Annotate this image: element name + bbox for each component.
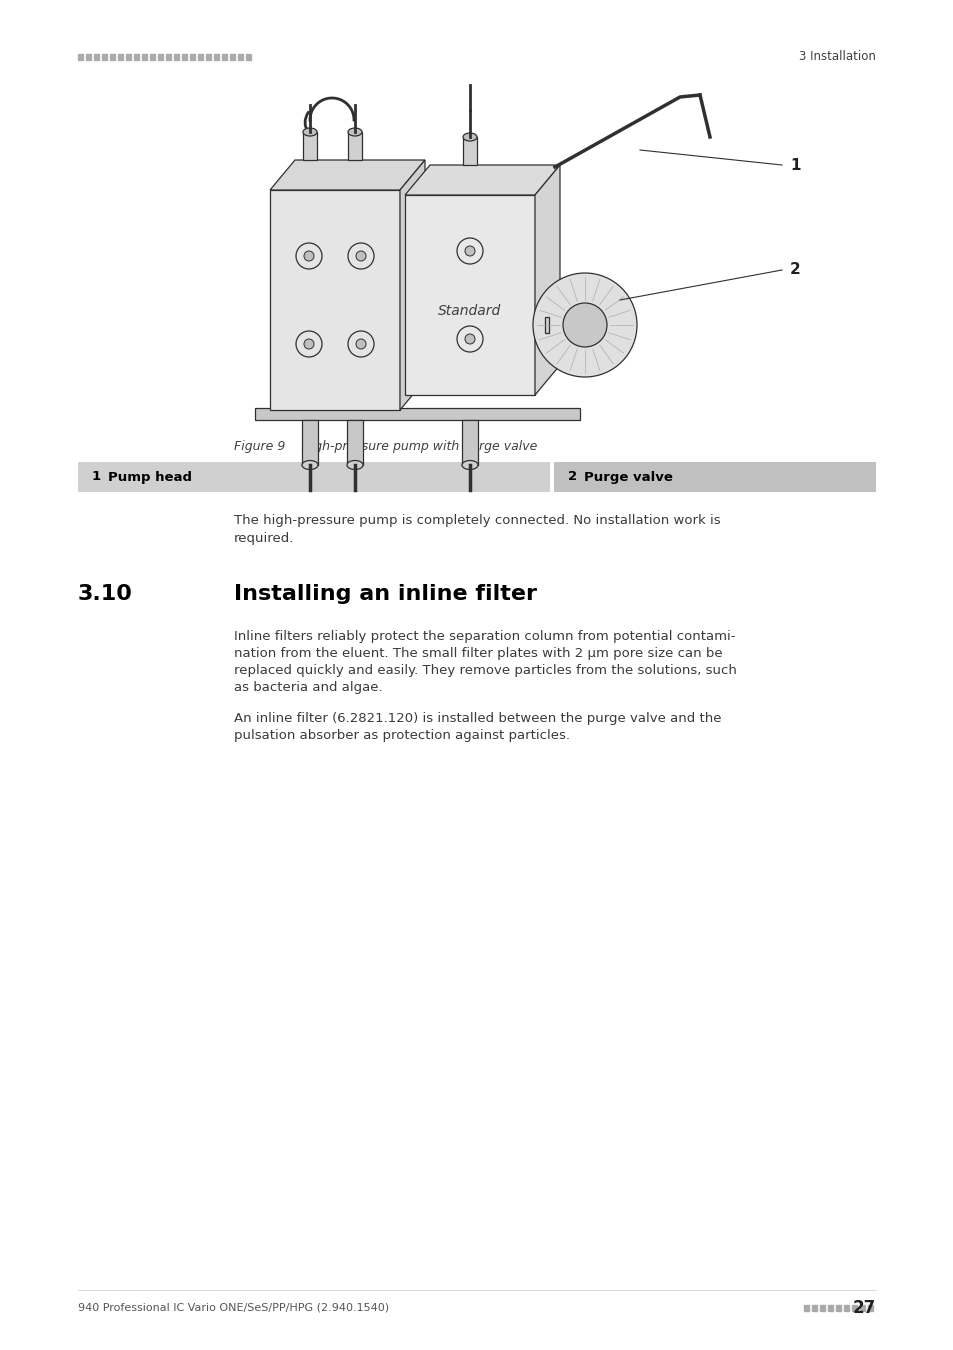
Bar <box>347 420 363 464</box>
Circle shape <box>355 251 366 261</box>
Bar <box>237 54 243 59</box>
Ellipse shape <box>462 134 476 140</box>
Polygon shape <box>399 161 424 410</box>
Text: An inline filter (6.2821.120) is installed between the purge valve and the: An inline filter (6.2821.120) is install… <box>233 711 720 725</box>
Bar <box>78 54 83 59</box>
Text: replaced quickly and easily. They remove particles from the solutions, such: replaced quickly and easily. They remove… <box>233 664 736 676</box>
Bar <box>254 408 579 420</box>
Bar <box>303 132 316 161</box>
Bar <box>827 1305 832 1311</box>
Text: 3.10: 3.10 <box>78 585 132 603</box>
Bar <box>78 462 550 491</box>
Bar <box>206 54 211 59</box>
Bar <box>851 1305 856 1311</box>
Text: Inline filters reliably protect the separation column from potential contami-: Inline filters reliably protect the sepa… <box>233 630 735 643</box>
Bar <box>198 54 203 59</box>
Text: 1: 1 <box>789 158 800 173</box>
Bar <box>158 54 163 59</box>
Circle shape <box>355 339 366 350</box>
Bar <box>182 54 187 59</box>
Bar <box>94 54 99 59</box>
Bar <box>835 1305 841 1311</box>
Circle shape <box>533 273 637 377</box>
Bar <box>843 1305 848 1311</box>
Polygon shape <box>270 161 424 190</box>
Bar <box>302 420 317 464</box>
Bar <box>859 1305 864 1311</box>
Bar <box>166 54 171 59</box>
Bar <box>102 54 107 59</box>
Circle shape <box>304 339 314 350</box>
Text: Installing an inline filter: Installing an inline filter <box>233 585 537 603</box>
Text: 1: 1 <box>91 471 101 483</box>
Text: The high-pressure pump is completely connected. No installation work is: The high-pressure pump is completely con… <box>233 514 720 526</box>
Bar <box>190 54 194 59</box>
Bar <box>820 1305 824 1311</box>
Bar <box>246 54 251 59</box>
Circle shape <box>562 302 606 347</box>
Polygon shape <box>405 165 559 194</box>
Circle shape <box>464 333 475 344</box>
Text: 940 Professional IC Vario ONE/SeS/PP/HPG (2.940.1540): 940 Professional IC Vario ONE/SeS/PP/HPG… <box>78 1303 389 1314</box>
Bar <box>142 54 147 59</box>
Text: Figure 9    High-pressure pump with purge valve: Figure 9 High-pressure pump with purge v… <box>233 440 537 454</box>
Bar <box>461 420 477 464</box>
Text: required.: required. <box>233 532 294 545</box>
Circle shape <box>304 251 314 261</box>
Bar <box>86 54 91 59</box>
Bar <box>150 54 154 59</box>
Ellipse shape <box>348 128 361 136</box>
Bar <box>222 54 227 59</box>
Ellipse shape <box>461 460 477 470</box>
Text: 2: 2 <box>789 262 800 278</box>
Text: 27: 27 <box>852 1299 875 1318</box>
Bar <box>230 54 234 59</box>
Bar <box>811 1305 816 1311</box>
Text: Standard: Standard <box>438 304 501 319</box>
Polygon shape <box>535 165 559 396</box>
Text: Purge valve: Purge valve <box>583 471 672 483</box>
Bar <box>110 54 115 59</box>
Bar <box>348 132 361 161</box>
Circle shape <box>464 246 475 256</box>
Bar <box>213 54 219 59</box>
Text: as bacteria and algae.: as bacteria and algae. <box>233 680 382 694</box>
Bar <box>126 54 131 59</box>
Text: pulsation absorber as protection against particles.: pulsation absorber as protection against… <box>233 729 569 742</box>
Ellipse shape <box>303 128 316 136</box>
Bar <box>133 54 139 59</box>
Ellipse shape <box>347 460 363 470</box>
Bar <box>405 194 535 396</box>
Bar <box>173 54 179 59</box>
Bar <box>867 1305 872 1311</box>
Bar <box>118 54 123 59</box>
Bar <box>462 136 476 165</box>
Ellipse shape <box>302 460 317 470</box>
Text: 3 Installation: 3 Installation <box>799 50 875 63</box>
Bar <box>803 1305 808 1311</box>
Bar <box>270 190 399 410</box>
Text: Pump head: Pump head <box>108 471 192 483</box>
Bar <box>544 317 548 333</box>
Bar <box>554 462 875 491</box>
Text: 2: 2 <box>567 471 577 483</box>
Text: nation from the eluent. The small filter plates with 2 μm pore size can be: nation from the eluent. The small filter… <box>233 647 721 660</box>
